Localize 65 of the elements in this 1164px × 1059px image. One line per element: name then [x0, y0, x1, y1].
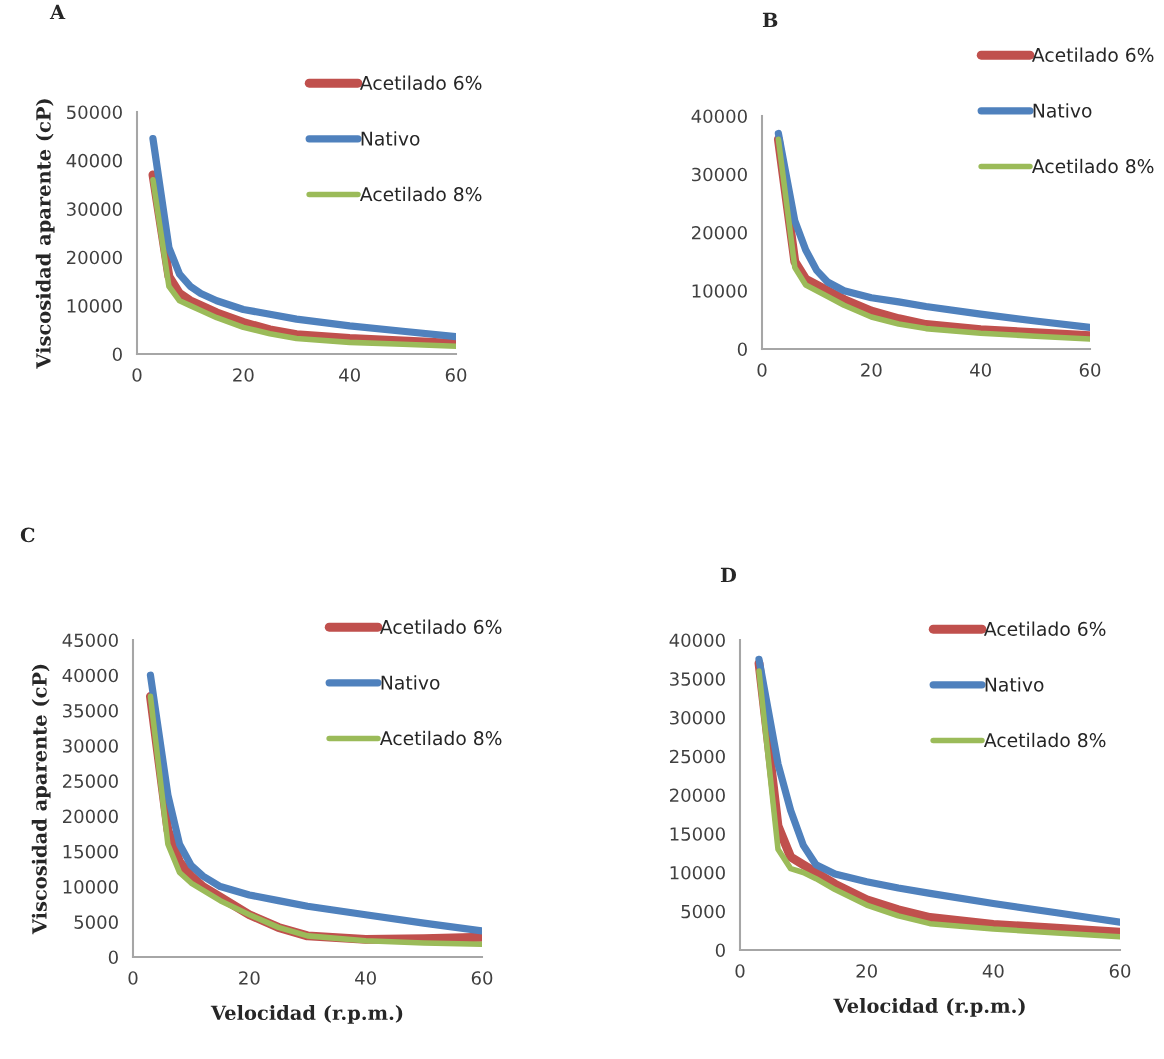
y-tick-label: 30000: [670, 710, 725, 725]
y-tick-label: 0: [715, 943, 725, 958]
legend-label: Acetilado 6%: [359, 75, 482, 91]
x-axis-title: Velocidad (r.p.m.): [210, 1005, 403, 1024]
y-tick-label: 40000: [62, 668, 118, 683]
chart-title: B: [762, 12, 778, 28]
y-tick-label: 50000: [67, 105, 122, 120]
x-tick-label: 40: [355, 971, 376, 985]
legend-label: Acetilado 8%: [983, 732, 1106, 748]
legend-label: Nativo: [985, 677, 1044, 692]
x-tick-label: 60: [1079, 363, 1101, 377]
legend-label: Acetilado 6%: [379, 619, 502, 635]
y-tick-label: 10000: [67, 299, 122, 313]
y-tick-label: 40000: [691, 109, 747, 124]
y-tick-label: 45000: [62, 633, 118, 648]
x-axis-title: Velocidad (r.p.m.): [833, 998, 1025, 1017]
y-tick-label: 35000: [63, 703, 118, 718]
y-tick-label: 0: [108, 950, 118, 965]
legend-label: Nativo: [381, 675, 440, 690]
y-tick-label: 25000: [63, 774, 118, 789]
y-tick-label: 5000: [681, 904, 725, 919]
y-tick-label: 30000: [63, 739, 118, 753]
x-tick-label: 20: [861, 363, 882, 377]
y-tick-label: 10000: [692, 284, 747, 298]
chart-title: D: [720, 567, 737, 583]
legend-label: Nativo: [361, 131, 420, 146]
y-tick-label: 40000: [66, 153, 122, 168]
y-axis-title: Viscosidad aparente (cP): [31, 664, 51, 935]
y-tick-label: 35000: [670, 672, 725, 686]
chart-title: A: [49, 4, 66, 20]
y-tick-label: 40000: [669, 633, 725, 648]
chart-title: C: [20, 527, 35, 543]
x-tick-label: 0: [132, 368, 142, 382]
y-tick-label: 20000: [63, 809, 118, 824]
legend-label: Acetilado 8%: [1031, 158, 1154, 174]
x-tick-label: 20: [856, 964, 877, 978]
x-tick-label: 40: [970, 363, 991, 377]
y-tick-label: 15000: [63, 844, 118, 859]
legend-label: Acetilado 8%: [359, 186, 482, 202]
y-tick-label: 20000: [67, 250, 122, 265]
x-tick-label: 0: [128, 971, 138, 985]
legend-label: Acetilado 8%: [379, 730, 502, 746]
x-tick-label: 60: [471, 971, 493, 985]
y-tick-label: 10000: [670, 865, 725, 880]
y-tick-label: 15000: [670, 827, 725, 841]
y-tick-label: 25000: [669, 749, 725, 764]
y-tick-label: 10000: [63, 880, 118, 894]
x-tick-label: 60: [445, 368, 467, 382]
x-tick-label: 20: [233, 368, 254, 382]
y-tick-label: 30000: [67, 202, 122, 216]
y-tick-label: 5000: [74, 915, 118, 929]
legend-label: Acetilado 6%: [983, 621, 1106, 637]
x-tick-label: 0: [757, 363, 767, 377]
x-tick-label: 40: [982, 964, 1004, 978]
legend-label: Nativo: [1033, 103, 1092, 118]
y-tick-label: 30000: [692, 167, 747, 182]
y-tick-label: 20000: [669, 788, 725, 803]
x-tick-label: 20: [239, 971, 260, 985]
x-tick-label: 60: [1109, 964, 1131, 978]
y-tick-label: 20000: [691, 225, 747, 240]
x-tick-label: 40: [339, 368, 360, 382]
y-tick-label: 0: [737, 342, 747, 357]
y-axis-title: Viscosidad aparente (cP): [35, 99, 55, 369]
legend-label: Acetilado 6%: [1031, 47, 1154, 63]
y-tick-label: 0: [112, 347, 122, 362]
